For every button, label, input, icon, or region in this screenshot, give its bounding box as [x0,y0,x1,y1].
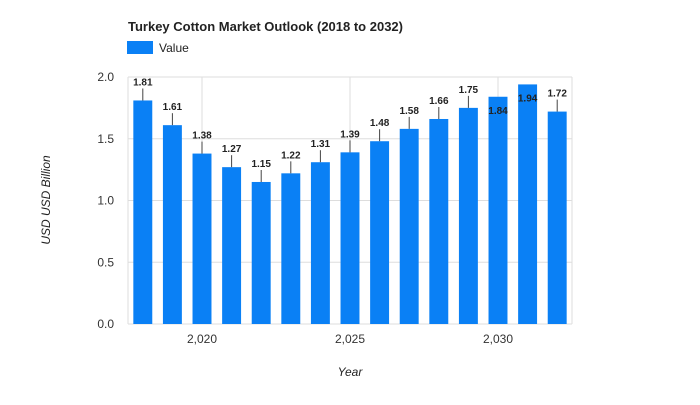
bar-2028[interactable] [429,118,449,325]
y-axis-label: USD USD Billion [39,155,53,245]
x-tick-label: 2,030 [483,332,513,346]
y-tick-label: 1.0 [97,194,114,208]
y-tick-label: 2.0 [97,70,114,84]
legend[interactable]: Value [127,41,189,55]
bar-2025[interactable] [340,152,360,324]
bar-2024[interactable] [310,162,330,324]
data-label: 1.31 [311,139,331,150]
data-label: 1.72 [547,89,567,100]
data-label: 1.94 [518,93,538,104]
x-tick-label: 2,020 [187,332,217,346]
data-label: 1.75 [459,85,479,96]
x-axis-ticks: 2,020 2,025 2,030 [187,332,513,346]
bars [133,84,567,325]
x-tick-label: 2,025 [335,332,365,346]
bar-2022[interactable] [251,181,271,324]
data-label: 1.61 [163,102,183,113]
bar-2020[interactable] [192,153,212,324]
bar-2027[interactable] [399,128,419,324]
data-label: 1.81 [133,77,153,88]
bar-2026[interactable] [370,141,390,324]
y-tick-label: 0.5 [97,255,114,269]
bar-2018[interactable] [133,100,153,324]
data-label: 1.27 [222,144,242,155]
data-label: 1.84 [488,106,508,117]
bar-2029[interactable] [458,107,478,324]
data-label: 1.15 [251,159,271,170]
y-axis-ticks: 0.0 0.5 1.0 1.5 2.0 [97,70,114,331]
x-axis-label: Year [338,365,364,379]
data-label: 1.48 [370,118,390,129]
bar-2030[interactable] [488,96,508,324]
data-label: 1.66 [429,96,449,107]
bar-2032[interactable] [547,111,567,324]
bar-2023[interactable] [281,173,301,324]
y-tick-label: 1.5 [97,132,114,146]
data-label: 1.38 [192,131,212,142]
bar-2031[interactable] [518,84,538,324]
legend-swatch [127,41,153,54]
data-label: 1.22 [281,150,301,161]
bar-2019[interactable] [162,125,182,324]
chart-title: Turkey Cotton Market Outlook (2018 to 20… [128,19,403,34]
data-labels: 1.81 1.61 1.38 1.27 1.15 1.22 1.31 1.39 1.48 1.58… [133,77,567,182]
data-label: 1.58 [399,106,419,117]
data-label: 1.39 [340,129,360,140]
legend-label: Value [159,41,189,55]
bar-2021[interactable] [222,167,242,324]
y-tick-label: 0.0 [97,317,114,331]
